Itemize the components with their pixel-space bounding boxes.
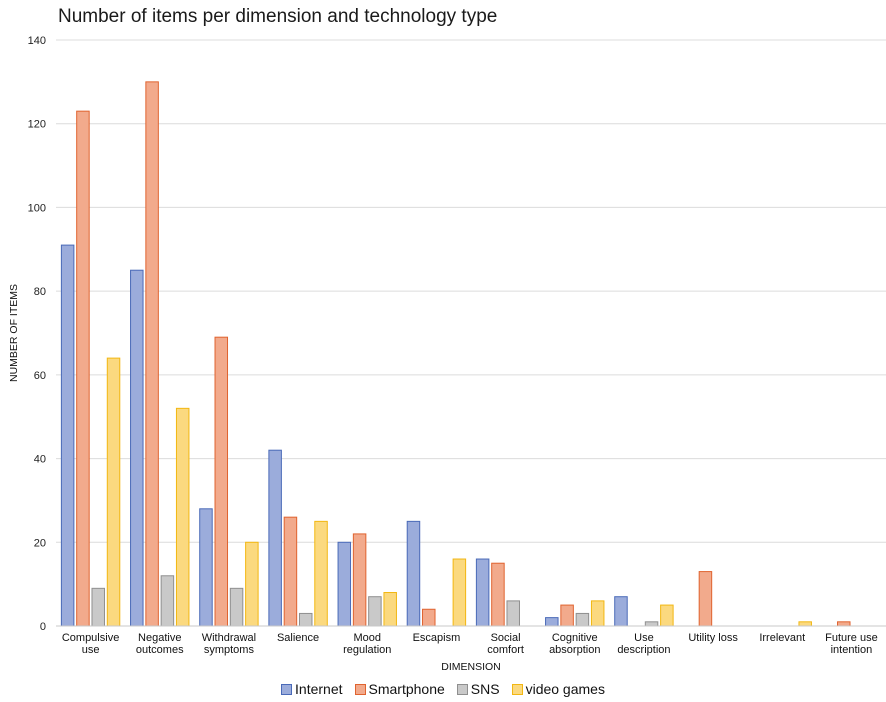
bar-video-games <box>383 592 397 627</box>
bar-video-games <box>660 604 674 627</box>
bar-sns <box>368 596 382 627</box>
legend-label: Smartphone <box>368 681 445 697</box>
bar-video-games <box>314 520 328 627</box>
x-tick-label: Future use intention <box>825 632 878 656</box>
x-tick-label: Compulsive use <box>62 632 119 656</box>
legend-label: SNS <box>470 681 500 697</box>
legend-swatch <box>354 683 366 695</box>
bar-sns <box>91 587 105 627</box>
legend-label: Internet <box>295 681 343 697</box>
legend: Internet Smartphone SNS video games <box>0 681 886 697</box>
bar-smartphone <box>422 608 436 627</box>
legend-swatch <box>456 683 468 695</box>
x-tick-label: Negative outcomes <box>136 632 184 656</box>
bar-smartphone <box>560 604 574 627</box>
y-tick-label: 40 <box>34 454 46 466</box>
x-tick-label: Utility loss <box>688 632 738 644</box>
y-tick-label: 100 <box>28 202 46 214</box>
bar-sns <box>298 612 313 627</box>
bar-video-games <box>452 558 467 627</box>
bar-smartphone <box>283 516 298 627</box>
legend-item: SNS <box>456 681 500 697</box>
y-axis-title: NUMBER OF ITEMS <box>8 284 20 382</box>
bar-video-games <box>590 600 605 627</box>
x-axis-ticks: Compulsive use Negative outcomes Withdrawal s… <box>62 632 878 656</box>
bar-internet <box>60 244 75 627</box>
bar-internet <box>475 558 490 627</box>
bar-sns <box>575 612 590 627</box>
x-tick-label: Escapism <box>413 632 461 644</box>
y-axis-ticks: 0 20 40 60 80 100 120 140 <box>28 35 46 633</box>
legend-swatch <box>281 683 293 695</box>
bar-smartphone <box>352 533 367 627</box>
y-tick-label: 140 <box>28 35 46 47</box>
bar-smartphone <box>145 81 159 627</box>
y-tick-label: 60 <box>34 370 46 382</box>
x-tick-label: Social comfort <box>487 632 524 656</box>
legend-item: Internet <box>281 681 343 697</box>
bars <box>60 81 851 627</box>
bar-internet <box>199 508 213 627</box>
bar-sns <box>229 587 244 627</box>
bar-sns <box>160 575 175 627</box>
bar-chart: 0 20 40 60 80 100 120 140 Compulsive use Negative… <box>8 35 886 673</box>
y-tick-label: 120 <box>28 119 46 131</box>
legend-item: Smartphone <box>354 681 445 697</box>
y-tick-label: 80 <box>34 286 46 298</box>
gridlines <box>56 39 886 543</box>
bar-smartphone <box>214 336 229 627</box>
bar-sns <box>506 600 520 627</box>
x-tick-label: Mood regulation <box>343 632 391 656</box>
bar-internet <box>406 520 421 627</box>
bar-video-games <box>798 621 812 627</box>
bar-sns <box>644 621 659 627</box>
bar-smartphone <box>76 110 90 627</box>
x-axis-title: DIMENSION <box>441 661 501 673</box>
bar-internet <box>545 617 559 627</box>
legend-swatch <box>511 683 523 695</box>
bar-video-games <box>175 407 190 627</box>
bar-video-games <box>245 541 259 627</box>
bar-internet <box>614 596 628 627</box>
y-tick-label: 20 <box>34 537 46 549</box>
bar-internet <box>130 269 144 627</box>
bar-smartphone <box>698 571 713 627</box>
x-tick-label: Cognitive absorption <box>549 632 600 656</box>
x-tick-label: Salience <box>277 632 319 644</box>
x-tick-label: Irrelevant <box>759 632 805 644</box>
bar-smartphone <box>837 621 851 627</box>
bar-internet <box>337 541 352 627</box>
bar-internet <box>268 449 282 627</box>
legend-label: video games <box>525 681 605 697</box>
x-tick-label: Withdrawal symptoms <box>202 632 256 656</box>
bar-video-games <box>106 357 121 627</box>
chart-title: Number of items per dimension and techno… <box>58 6 498 27</box>
x-tick-label: Use description <box>617 632 670 656</box>
y-tick-label: 0 <box>40 621 46 633</box>
legend-item: video games <box>511 681 605 697</box>
bar-smartphone <box>491 562 505 627</box>
